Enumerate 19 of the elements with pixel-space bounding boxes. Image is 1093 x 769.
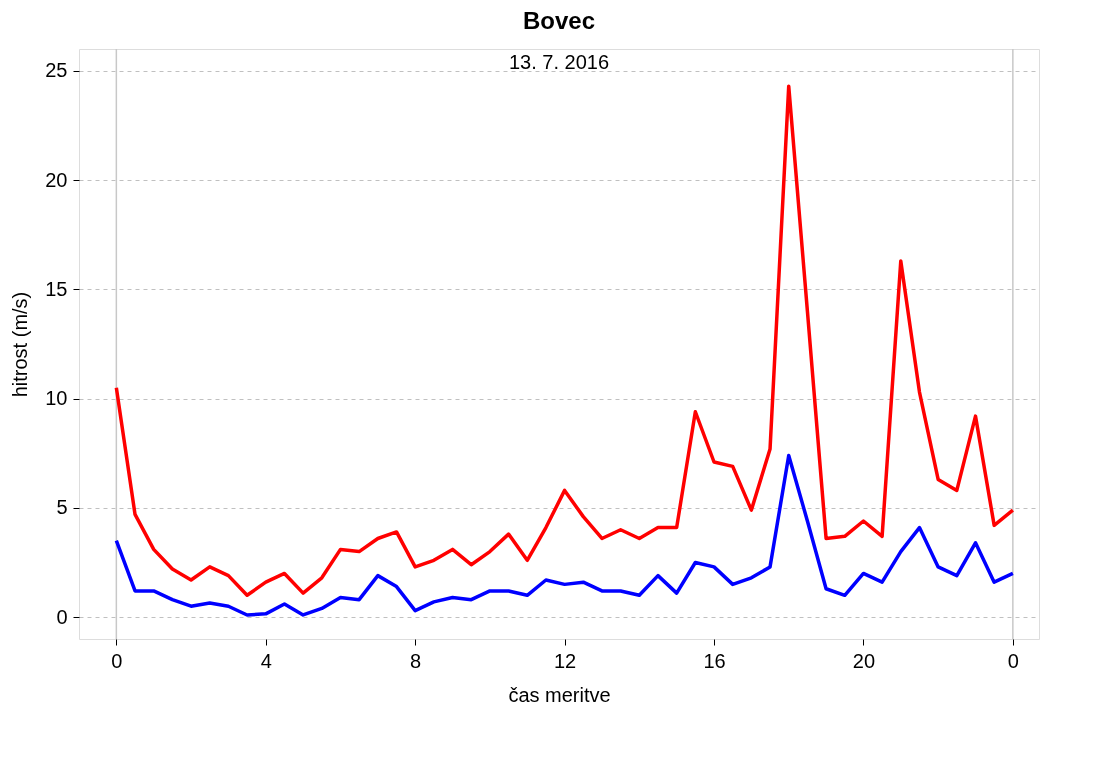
y-tick-label: 20 bbox=[45, 168, 68, 191]
y-tick-label: 25 bbox=[45, 59, 68, 82]
x-tick-label: 0 bbox=[111, 649, 123, 672]
x-tick-label: 20 bbox=[852, 649, 876, 672]
y-axis-title: hitrost (m/s) bbox=[9, 291, 32, 398]
line-series bbox=[114, 453, 1015, 617]
x-tick-label: 4 bbox=[260, 649, 272, 672]
x-tick-label: 12 bbox=[553, 649, 577, 672]
y-tick-label: 5 bbox=[56, 496, 68, 519]
x-tick-label: 0 bbox=[1007, 649, 1019, 672]
x-tick-label: 16 bbox=[703, 649, 726, 672]
chart-title: Bovec bbox=[522, 7, 596, 35]
chart-subtitle: 13. 7. 2016 bbox=[508, 51, 610, 73]
x-tick-label: 8 bbox=[410, 649, 422, 672]
y-tick-label: 10 bbox=[45, 387, 68, 410]
y-tick-label: 15 bbox=[45, 277, 68, 300]
line-series bbox=[114, 84, 1015, 598]
y-tick-label: 0 bbox=[56, 605, 68, 628]
x-axis-title: čas meritve bbox=[508, 683, 611, 706]
